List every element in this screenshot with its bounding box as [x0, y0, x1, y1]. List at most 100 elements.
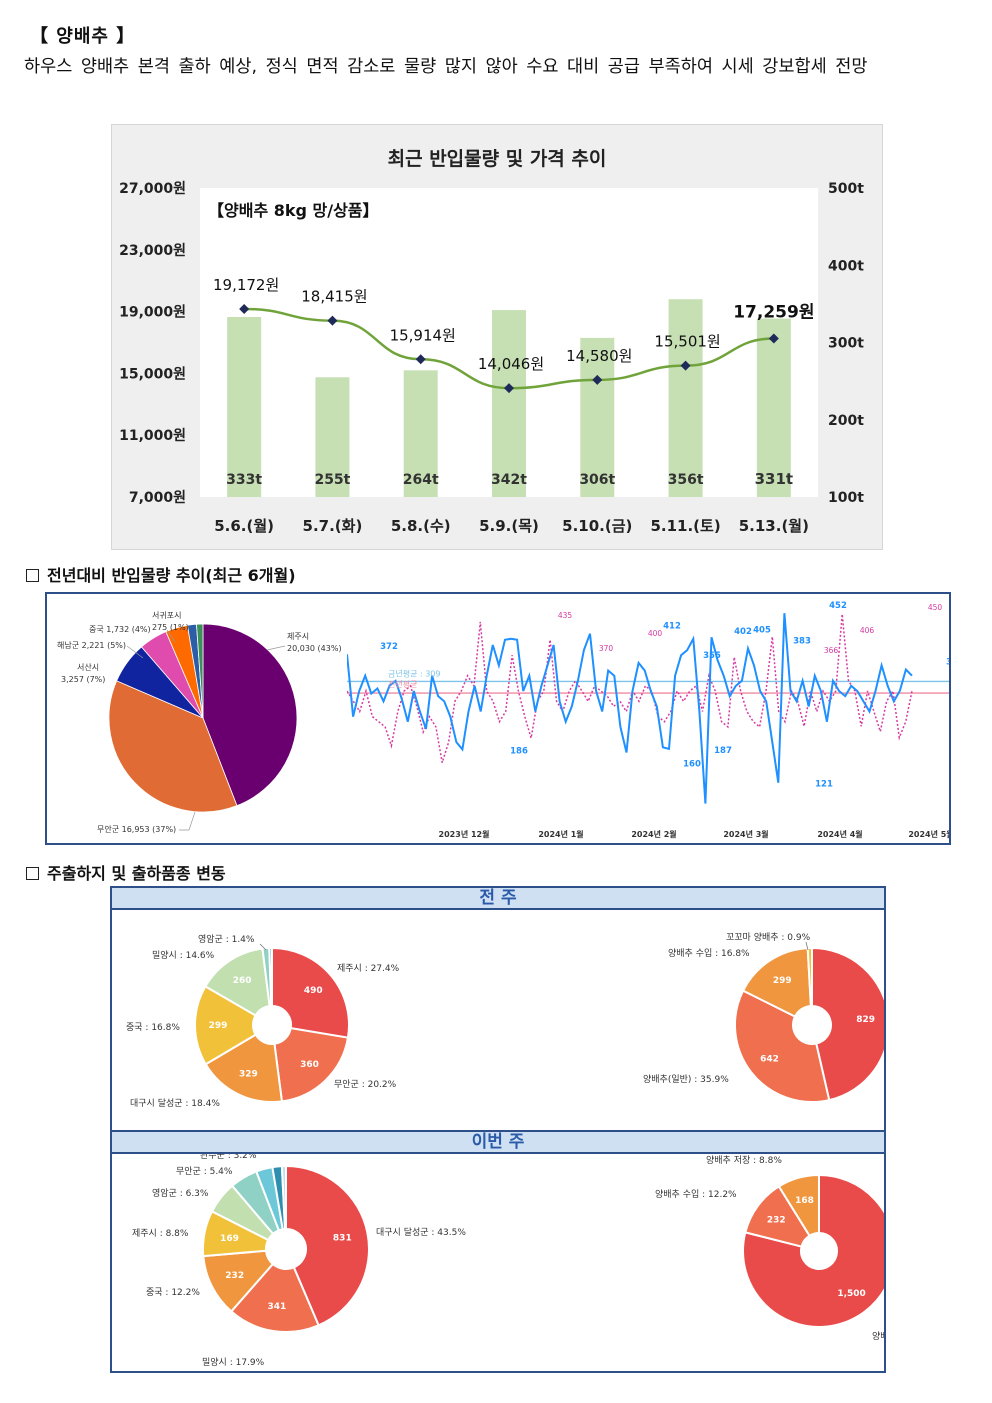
section-heading-origin: 주출하지 및 출하품종 변동: [26, 860, 226, 884]
pie-label-seosan: 서산시: [77, 662, 99, 672]
pie-slice: [811, 946, 884, 1102]
section-heading-volume: 전년대비 반입물량 추이(최근 6개월): [26, 562, 296, 586]
pie-slice: [273, 1026, 350, 1103]
pie-value-label: 490: [304, 986, 323, 996]
pie-label-jeju-value: 20,030 (43%): [287, 644, 342, 653]
outlook-description: 하우스 양배추 본격 출하 예상, 정식 면적 감소로 물량 많지 않아 수요 …: [24, 57, 868, 77]
price-label: 15,914원: [390, 326, 456, 344]
volume-label: 342t: [491, 472, 527, 488]
leader-line: [266, 645, 286, 651]
chart-subtitle: 【양배추 8kg 망/상품】: [208, 201, 379, 220]
pie-value-label: 232: [225, 1271, 244, 1281]
x-tick-label: 5.8.(수): [391, 517, 451, 535]
donut-label: 양배추 저장 : 8.8%: [706, 1155, 782, 1166]
y-right-tick: 300t: [828, 336, 864, 352]
this-year-data-label: 187: [714, 746, 732, 756]
pie-slice: [271, 946, 350, 1039]
this-year-data-label: 355: [703, 651, 721, 661]
pie-slice: [194, 985, 258, 1066]
donut-label: 무안군 : 20.2%: [334, 1079, 397, 1090]
pie-label-seogwipo: 서귀포시: [152, 610, 181, 620]
pie-slice: [229, 1262, 320, 1333]
donut-label: 양배추(일반) : 35.9%: [643, 1074, 729, 1085]
pie-value-label: 829: [856, 1015, 875, 1025]
prev-week-band: 전 주: [112, 888, 884, 910]
y-left-tick: 19,000원: [119, 305, 186, 321]
pie-value-label: 169: [220, 1234, 239, 1244]
this-week-variety-pie: 1,500 232 168 양배추(일반) : 78.6% 양배추 수입 : 12.2%…: [655, 1155, 884, 1342]
donut-label: 꼬꼬마 양배추 : 0.9%: [726, 932, 811, 943]
avg-this-year-label: 금년평균 : 309: [388, 668, 441, 678]
pie-value-label: 831: [333, 1233, 352, 1243]
last-year-data-label: 370: [599, 644, 614, 653]
this-year-data-label: 402: [734, 627, 752, 637]
donut-label: 제주시 : 27.4%: [337, 963, 400, 974]
volume-label: 255t: [314, 472, 350, 488]
pie-label-seosan-value: 3,257 (7%): [61, 675, 105, 684]
origin-share-pie: 제주시 20,030 (43%) 무안군 16,953 (37%) 서산시 3,257 …: [57, 610, 342, 834]
avg-last-year-label: 전년평균: [388, 679, 417, 689]
price-marker: [680, 360, 691, 371]
pie-value-label: 299: [773, 976, 792, 986]
y-left-tick: 23,000원: [119, 243, 186, 259]
pie-slice: [285, 1164, 370, 1327]
pie-slice: [204, 947, 271, 1017]
volume-label: 264t: [403, 472, 439, 488]
y-right-tick: 200t: [828, 413, 864, 429]
pie-slice: [108, 680, 238, 813]
this-year-data-label: 452: [829, 601, 847, 611]
pie-value-label: 329: [239, 1070, 258, 1080]
volume-bar: [668, 299, 703, 497]
pie-label-jeju: 제주시: [287, 632, 309, 641]
y-right-tick: 100t: [828, 490, 864, 506]
pie-slice: [204, 1033, 284, 1103]
leader-line: [126, 645, 144, 659]
x-tick-label: 5.10.(금): [562, 517, 632, 535]
y-left-tick: 27,000원: [119, 181, 186, 197]
donut-label: 영암군 : 1.4%: [198, 933, 255, 945]
leader-line: [259, 943, 267, 951]
x-axis-month-label: 2024년 5월: [908, 829, 949, 839]
donut-label: 밀양시 : 14.6%: [152, 949, 215, 961]
this-year-data-label: 412: [663, 622, 681, 632]
price-marker: [592, 374, 603, 385]
donut-label: 제주시 : 8.8%: [132, 1228, 189, 1239]
last-year-data-label: 435: [558, 611, 573, 620]
price-label: 18,415원: [301, 288, 367, 306]
y-left-tick: 11,000원: [119, 428, 186, 444]
last-year-data-label: 406: [860, 626, 875, 635]
pie-slice: [196, 623, 204, 719]
price-marker: [768, 333, 779, 344]
this-year-data-label: 121: [815, 780, 833, 790]
volume-bar: [403, 370, 438, 497]
x-axis-month-label: 2024년 4월: [817, 829, 862, 839]
last-year-data-label: 366: [824, 646, 839, 655]
donut-label: 무안군 : 5.4%: [176, 1166, 233, 1177]
leader-line: [805, 941, 809, 951]
y-right-tick: 500t: [828, 181, 864, 197]
this-year-data-label: 186: [510, 746, 528, 756]
leader-line: [179, 811, 196, 831]
price-marker: [415, 354, 426, 365]
donut-label: 밀양시 : 17.9%: [202, 1356, 265, 1368]
donut-label: 양배추 수입 : 16.8%: [668, 947, 750, 959]
volume-trend-panel: 제주시 20,030 (43%) 무안군 16,953 (37%) 서산시 3,257 …: [45, 592, 951, 845]
x-tick-label: 5.9.(목): [479, 517, 539, 535]
donut-label: 완주군 : 3.2%: [200, 1154, 257, 1161]
price-volume-chart-svg: 최근 반입물량 및 가격 추이 【양배추 8kg 망/상품】 27,000원 23,0…: [119, 148, 864, 535]
donut-label: 양배추 수입 : 12.2%: [655, 1188, 737, 1200]
donut-label: 대구시 달성군 : 43.5%: [376, 1226, 466, 1238]
x-axis-month-label: 2024년 3월: [723, 829, 768, 839]
pie-value-label: 299: [209, 1021, 228, 1031]
volume-label: 333t: [226, 472, 262, 488]
x-tick-label: 5.6.(월): [214, 517, 274, 535]
x-axis-month-label: 2024년 1월: [538, 829, 583, 839]
this-year-data-label: 372: [380, 642, 398, 652]
pie-value-label: 360: [300, 1060, 319, 1070]
volume-bar: [315, 377, 350, 497]
volume-label: 356t: [668, 472, 704, 488]
last-year-series: [347, 614, 913, 763]
pie-label-seogwipo-value: 275 (1%): [152, 623, 189, 632]
section-title: 【 양배추 】: [30, 26, 136, 47]
